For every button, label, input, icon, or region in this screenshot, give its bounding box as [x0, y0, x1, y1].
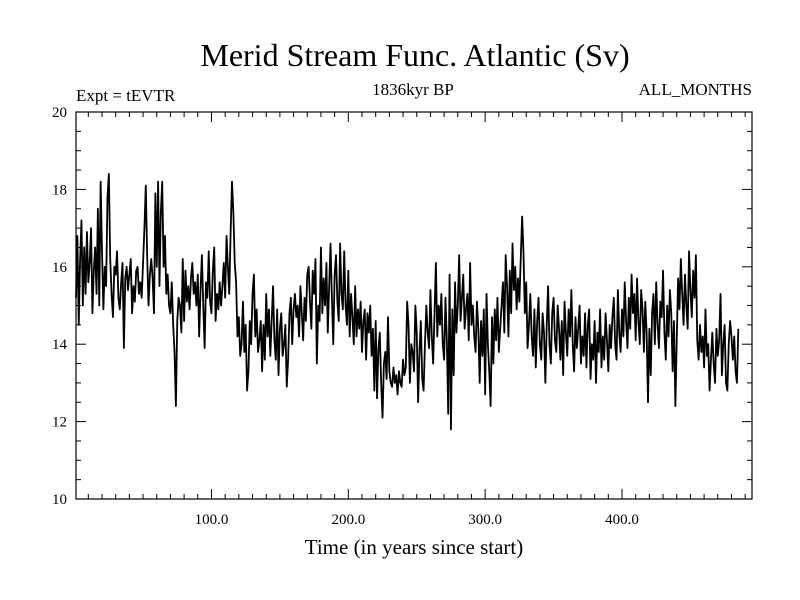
x-tick-label: 400.0 [605, 512, 639, 528]
time-period-label: 1836kyr BP [372, 80, 454, 99]
y-tick-label: 18 [52, 182, 67, 198]
y-tick-label: 20 [52, 105, 67, 121]
y-tick-label: 12 [52, 415, 67, 431]
months-label: ALL_MONTHS [639, 80, 752, 99]
chart-title: Merid Stream Func. Atlantic (Sv) [200, 37, 629, 73]
x-tick-label: 100.0 [195, 512, 229, 528]
x-tick-label: 200.0 [331, 512, 365, 528]
x-tick-label: 300.0 [468, 512, 502, 528]
axis-ticks [76, 111, 752, 500]
x-axis-label: Time (in years since start) [305, 535, 524, 559]
y-tick-label: 10 [52, 492, 67, 508]
experiment-label: Expt = tEVTR [76, 86, 176, 105]
plot-area [75, 173, 740, 431]
axis-tick-labels: 100.0 200.0 300.0 400.0 10 12 14 16 18 20 [52, 105, 639, 528]
y-tick-label: 16 [52, 260, 68, 276]
y-tick-label: 14 [52, 337, 68, 353]
series-line [75, 173, 740, 431]
